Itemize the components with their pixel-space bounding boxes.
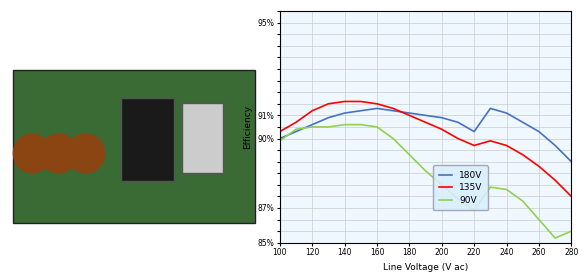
90V bbox=[374, 125, 381, 129]
90V bbox=[487, 186, 494, 189]
180V bbox=[357, 109, 364, 112]
180V bbox=[455, 121, 462, 124]
180V bbox=[519, 121, 526, 124]
X-axis label: Line Voltage (V ac): Line Voltage (V ac) bbox=[383, 263, 468, 272]
90V bbox=[535, 218, 542, 221]
135V bbox=[503, 144, 510, 147]
135V bbox=[293, 121, 300, 124]
Circle shape bbox=[67, 134, 104, 173]
180V bbox=[389, 109, 396, 112]
180V bbox=[470, 130, 477, 133]
180V bbox=[293, 130, 300, 133]
135V bbox=[519, 153, 526, 157]
180V bbox=[438, 116, 445, 119]
135V bbox=[309, 109, 316, 112]
Line: 135V: 135V bbox=[280, 102, 571, 196]
90V bbox=[325, 125, 332, 129]
180V bbox=[535, 130, 542, 133]
Line: 90V: 90V bbox=[280, 125, 571, 238]
180V bbox=[341, 111, 348, 115]
90V bbox=[293, 128, 300, 131]
135V bbox=[357, 100, 364, 103]
180V bbox=[325, 116, 332, 119]
135V bbox=[341, 100, 348, 103]
180V bbox=[568, 160, 575, 163]
90V bbox=[309, 125, 316, 129]
90V bbox=[438, 183, 445, 186]
90V bbox=[276, 139, 283, 143]
90V bbox=[552, 236, 559, 240]
Legend: 180V, 135V, 90V: 180V, 135V, 90V bbox=[433, 165, 488, 210]
135V bbox=[325, 102, 332, 105]
135V bbox=[470, 144, 477, 147]
135V bbox=[535, 165, 542, 168]
135V bbox=[438, 128, 445, 131]
Bar bbox=[121, 98, 174, 181]
Y-axis label: Efficiency: Efficiency bbox=[243, 105, 252, 149]
180V bbox=[276, 137, 283, 140]
135V bbox=[455, 137, 462, 140]
180V bbox=[422, 114, 429, 117]
Bar bbox=[13, 70, 255, 223]
Bar bbox=[182, 103, 223, 173]
90V bbox=[422, 169, 429, 173]
90V bbox=[470, 209, 477, 212]
135V bbox=[552, 179, 559, 182]
135V bbox=[406, 114, 413, 117]
180V bbox=[503, 111, 510, 115]
90V bbox=[341, 123, 348, 126]
135V bbox=[568, 195, 575, 198]
180V bbox=[406, 111, 413, 115]
135V bbox=[276, 130, 283, 133]
90V bbox=[455, 197, 462, 200]
90V bbox=[503, 188, 510, 191]
135V bbox=[389, 107, 396, 110]
90V bbox=[568, 229, 575, 233]
180V bbox=[487, 107, 494, 110]
135V bbox=[487, 139, 494, 143]
180V bbox=[374, 107, 381, 110]
90V bbox=[406, 153, 413, 157]
135V bbox=[422, 121, 429, 124]
90V bbox=[519, 199, 526, 203]
Circle shape bbox=[40, 134, 78, 173]
90V bbox=[357, 123, 364, 126]
180V bbox=[309, 123, 316, 126]
Line: 180V: 180V bbox=[280, 109, 571, 162]
135V bbox=[374, 102, 381, 105]
180V bbox=[552, 144, 559, 147]
Circle shape bbox=[13, 134, 51, 173]
90V bbox=[389, 137, 396, 140]
